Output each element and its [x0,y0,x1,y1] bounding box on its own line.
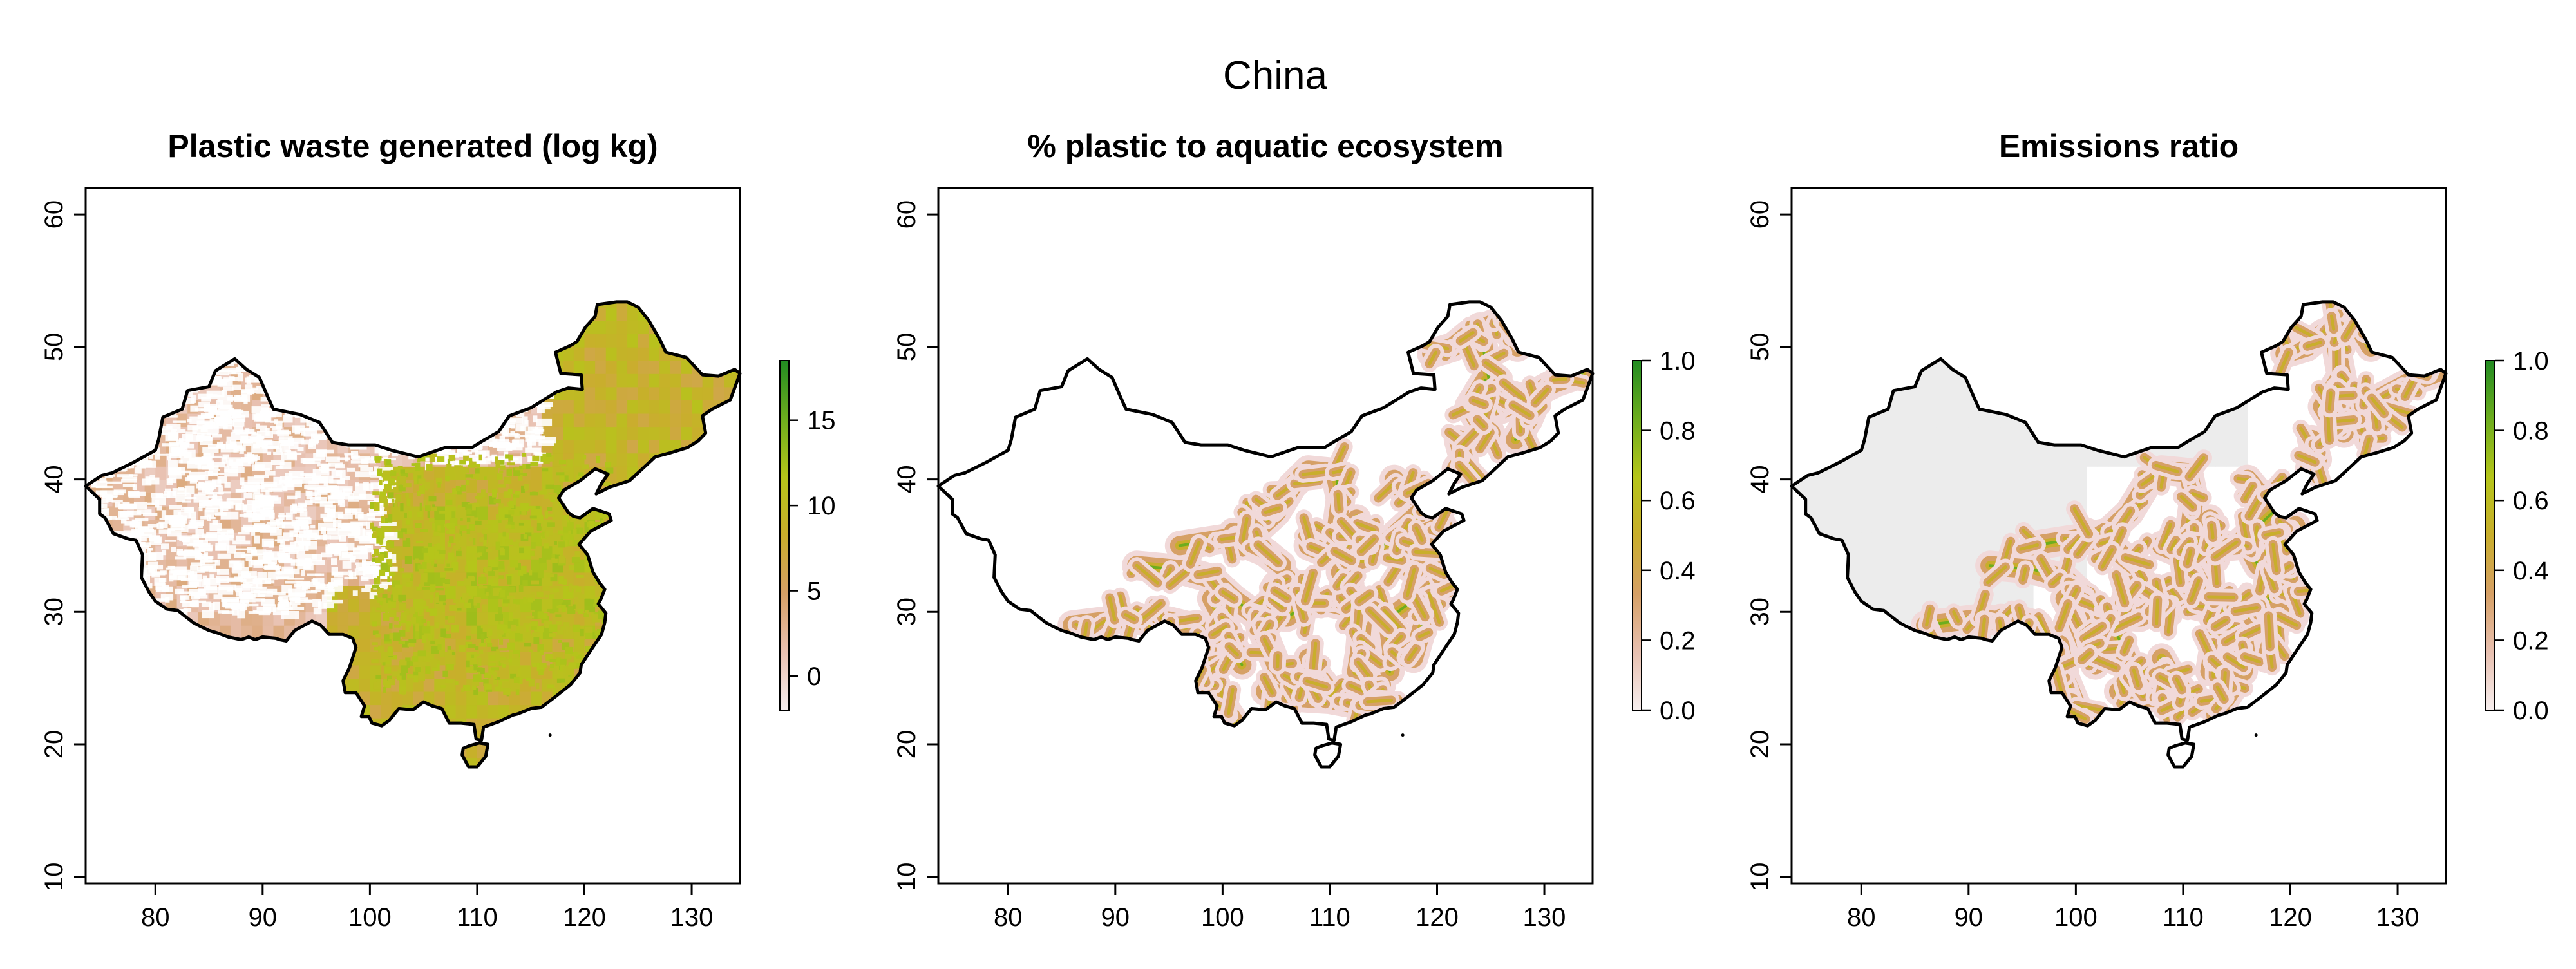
x-axis: 80 90 100 110 120 130 [994,883,1566,932]
legend-tick-label: 1.0 [1660,347,1696,375]
legend-tick-label: 0.4 [2513,557,2549,585]
legend-tick-label: 0.0 [2513,697,2549,725]
y-tick-label: 20 [40,730,68,759]
legend-bar [2486,361,2495,710]
x-tick-label: 100 [2054,903,2098,932]
x-tick-label: 80 [994,903,1023,932]
raster-fill [1786,294,2443,771]
x-tick-label: 90 [1955,903,1984,932]
y-tick-label: 60 [893,200,921,229]
y-axis: 10 20 30 40 50 60 [893,200,938,891]
panel-title: % plastic to aquatic ecosystem [1027,128,1503,164]
x-tick-label: 90 [1101,903,1130,932]
raster-fill [80,294,746,771]
legend-tick-label: 0.8 [1660,417,1696,446]
y-tick-label: 30 [40,597,68,626]
x-tick-label: 130 [1523,903,1566,932]
hainan-outline [2168,743,2194,767]
legend-tick-label: 0.6 [2513,487,2549,515]
x-tick-label: 120 [563,903,606,932]
x-axis: 80 90 100 110 120 130 [141,883,713,932]
legend-tick-label: 0.2 [2513,626,2549,655]
y-tick-label: 50 [1746,333,1774,362]
y-tick-label: 10 [1746,862,1774,891]
x-tick-label: 110 [2163,903,2204,932]
color-legend: 0.0 0.2 0.4 0.6 0.8 1.0 [1633,347,1696,725]
y-tick-label: 30 [1746,597,1774,626]
island-dot [549,733,552,737]
legend-tick-label: 0.2 [1660,626,1696,655]
x-axis: 80 90 100 110 120 130 [1847,883,2419,932]
legend-tick-label: 10 [807,492,836,520]
y-tick-label: 40 [893,465,921,494]
map-panel-2: % plastic to aquatic ecosystem 80 90 100 110… [893,128,1696,932]
x-tick-label: 100 [1201,903,1244,932]
legend-tick-label: 0 [807,663,821,691]
legend-tick-label: 0.0 [1660,697,1696,725]
figure-title: China [0,53,2550,99]
x-tick-label: 110 [1309,903,1350,932]
x-tick-label: 130 [670,903,714,932]
x-tick-label: 100 [348,903,392,932]
color-legend: 0.0 0.2 0.4 0.6 0.8 1.0 [2486,347,2549,725]
hainan-outline [1315,743,1341,767]
legend-bar [1633,361,1642,710]
raster-fill [1072,296,1584,725]
y-tick-label: 10 [893,862,921,891]
y-tick-label: 10 [40,862,68,891]
x-tick-label: 120 [1416,903,1459,932]
color-legend: 0 5 10 15 [780,361,836,710]
x-tick-label: 120 [2269,903,2312,932]
y-tick-label: 20 [1746,730,1774,759]
y-tick-label: 60 [40,200,68,229]
legend-bar [780,361,789,710]
x-tick-label: 130 [2376,903,2420,932]
y-tick-label: 40 [1746,465,1774,494]
y-axis: 10 20 30 40 50 60 [40,200,86,891]
y-tick-label: 30 [893,597,921,626]
y-tick-label: 50 [40,333,68,362]
map-panel-3: Emissions ratio 80 90 100 110 120 130 10 20 30 40 5… [1746,128,2549,932]
legend-tick-label: 5 [807,578,821,606]
island-dot [1401,733,1405,737]
y-tick-label: 20 [893,730,921,759]
y-axis: 10 20 30 40 50 60 [1746,200,1792,891]
panel-title: Plastic waste generated (log kg) [167,128,658,164]
legend-tick-label: 15 [807,407,836,435]
legend-tick-label: 0.4 [1660,557,1696,585]
x-tick-label: 80 [1847,903,1876,932]
island-dot [2255,733,2258,737]
panel-title: Emissions ratio [1999,128,2239,164]
x-tick-label: 90 [249,903,278,932]
y-tick-label: 50 [893,333,921,362]
x-tick-label: 80 [141,903,170,932]
legend-tick-label: 1.0 [2513,347,2549,375]
y-tick-label: 60 [1746,200,1774,229]
x-tick-label: 110 [457,903,498,932]
y-tick-label: 40 [40,465,68,494]
legend-tick-label: 0.6 [1660,487,1696,515]
legend-tick-label: 0.8 [2513,417,2549,446]
